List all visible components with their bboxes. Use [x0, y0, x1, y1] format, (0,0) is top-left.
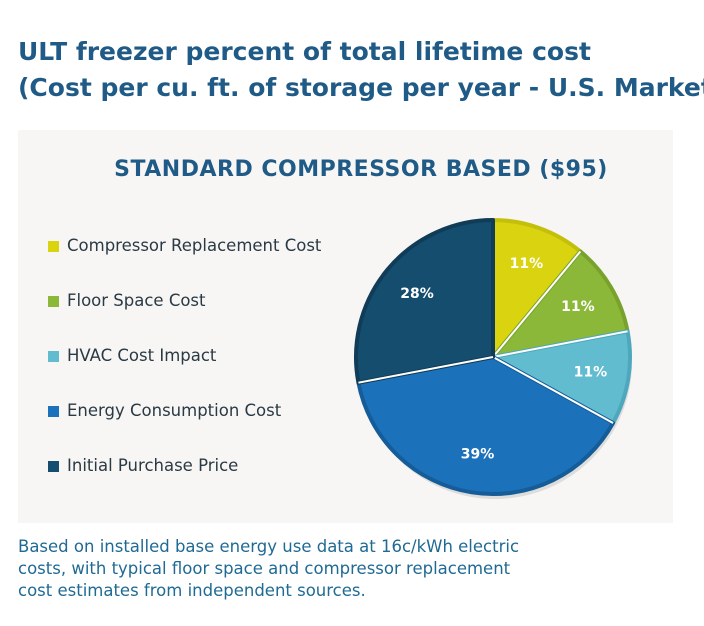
- footnote-line-2: costs, with typical floor space and comp…: [18, 559, 511, 578]
- pie-separator: [492, 250, 582, 358]
- pie-slice: [491, 249, 630, 359]
- page-title: ULT freezer percent of total lifetime co…: [18, 34, 704, 106]
- legend-item: HVAC Cost Impact: [48, 342, 321, 397]
- legend-swatch: [48, 461, 59, 472]
- legend-swatch: [48, 296, 59, 307]
- pie-slice: [354, 218, 495, 385]
- legend-swatch: [48, 241, 59, 252]
- pie-slice: [491, 329, 632, 425]
- legend-label: Initial Purchase Price: [67, 456, 239, 475]
- footnote: Based on installed base energy use data …: [18, 536, 658, 602]
- pie-slice: [356, 355, 616, 496]
- pie-slice: [491, 218, 583, 359]
- legend-label: Energy Consumption Cost: [67, 401, 282, 420]
- pie-separator: [492, 356, 614, 424]
- page-title-line-1: ULT freezer percent of total lifetime co…: [18, 37, 591, 66]
- legend-item: Compressor Replacement Cost: [48, 232, 321, 287]
- page-title-line-2: (Cost per cu. ft. of storage per year - …: [18, 73, 704, 102]
- pie-data-label: 28%: [400, 286, 434, 302]
- chart-legend: Compressor Replacement Cost Floor Space …: [48, 232, 321, 507]
- pie-data-label: 11%: [561, 299, 595, 315]
- legend-label: Compressor Replacement Cost: [67, 236, 322, 255]
- footnote-line-1: Based on installed base energy use data …: [18, 537, 520, 556]
- legend-item: Initial Purchase Price: [48, 452, 321, 507]
- footnote-line-3: cost estimates from independent sources.: [18, 581, 366, 600]
- pie-data-label: 39%: [461, 446, 495, 462]
- legend-swatch: [48, 406, 59, 417]
- pie-data-label: 11%: [510, 256, 544, 272]
- pie-separator: [358, 356, 494, 384]
- legend-item: Energy Consumption Cost: [48, 397, 321, 452]
- legend-label: HVAC Cost Impact: [67, 346, 217, 365]
- pie-chart: 11% 11% 11% 39% 28%: [354, 218, 632, 499]
- legend-label: Floor Space Cost: [67, 291, 206, 310]
- legend-swatch: [48, 351, 59, 362]
- legend-item: Floor Space Cost: [48, 287, 321, 342]
- pie-data-label: 11%: [574, 364, 608, 380]
- chart-title: STANDARD COMPRESSOR BASED ($95): [114, 157, 608, 182]
- pie-separator: [492, 330, 628, 358]
